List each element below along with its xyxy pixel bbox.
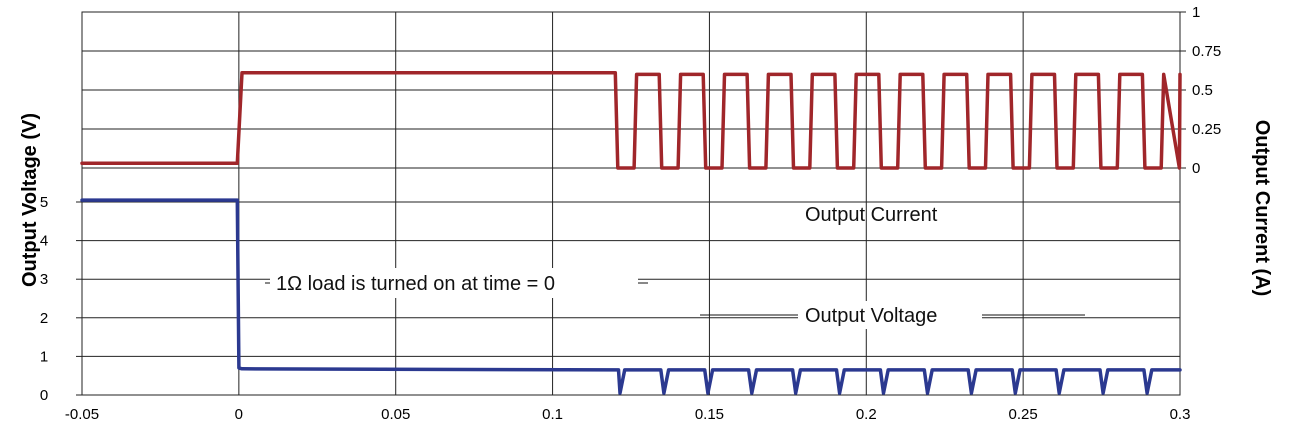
grid <box>81 11 1181 396</box>
voltage-label-backdrop <box>798 301 982 329</box>
y-tick-label: 3 <box>40 271 48 288</box>
y2-axis-title: Output Current (A) <box>1251 120 1273 297</box>
y-axis-title: Output Voltage (V) <box>19 113 41 287</box>
x-tick-label: 0.15 <box>695 406 724 423</box>
current-label: Output Current <box>805 204 938 226</box>
y-tick-label: 2 <box>40 310 48 327</box>
y2-tick-label: 0.5 <box>1192 82 1213 99</box>
x-tick-label: 0.25 <box>1009 406 1038 423</box>
plot-frame <box>81 11 1181 396</box>
x-tick-label: 0.1 <box>542 406 563 423</box>
y-tick-label: 4 <box>40 233 48 250</box>
plot-area-border <box>81 11 1181 396</box>
y-axis-ticks: 0 1 2 3 4 5 <box>40 194 82 404</box>
y-tick-label: 0 <box>40 387 48 404</box>
series-group <box>80 71 1182 395</box>
x-tick-label: -0.05 <box>65 406 99 423</box>
load-note-text: 1Ω load is turned on at time = 0 <box>276 273 555 295</box>
x-tick-label: 0.3 <box>1170 406 1191 423</box>
y2-axis-ticks: 0 0.25 0.5 0.75 1 <box>1180 4 1221 177</box>
voltage-series-line <box>80 198 1182 395</box>
load-note-backdrop <box>270 268 638 298</box>
x-tick-label: 0 <box>235 406 243 423</box>
y-tick-label: 5 <box>40 194 48 211</box>
x-tick-label: 0.05 <box>381 406 410 423</box>
y-tick-label: 1 <box>40 348 48 365</box>
y2-tick-label: 1 <box>1192 4 1200 21</box>
voltage-label: Output Voltage <box>805 305 937 327</box>
y2-tick-label: 0.75 <box>1192 43 1221 60</box>
x-tick-label: 0.2 <box>856 406 877 423</box>
annotations: 1Ω load is turned on at time = 0 Output … <box>265 204 1085 329</box>
y2-tick-label: 0 <box>1192 160 1200 177</box>
x-axis-ticks: -0.05 0 0.05 0.1 0.15 0.2 0.25 0.3 <box>65 406 1191 423</box>
y2-tick-label: 0.25 <box>1192 121 1221 138</box>
current-series-line <box>80 71 1182 170</box>
